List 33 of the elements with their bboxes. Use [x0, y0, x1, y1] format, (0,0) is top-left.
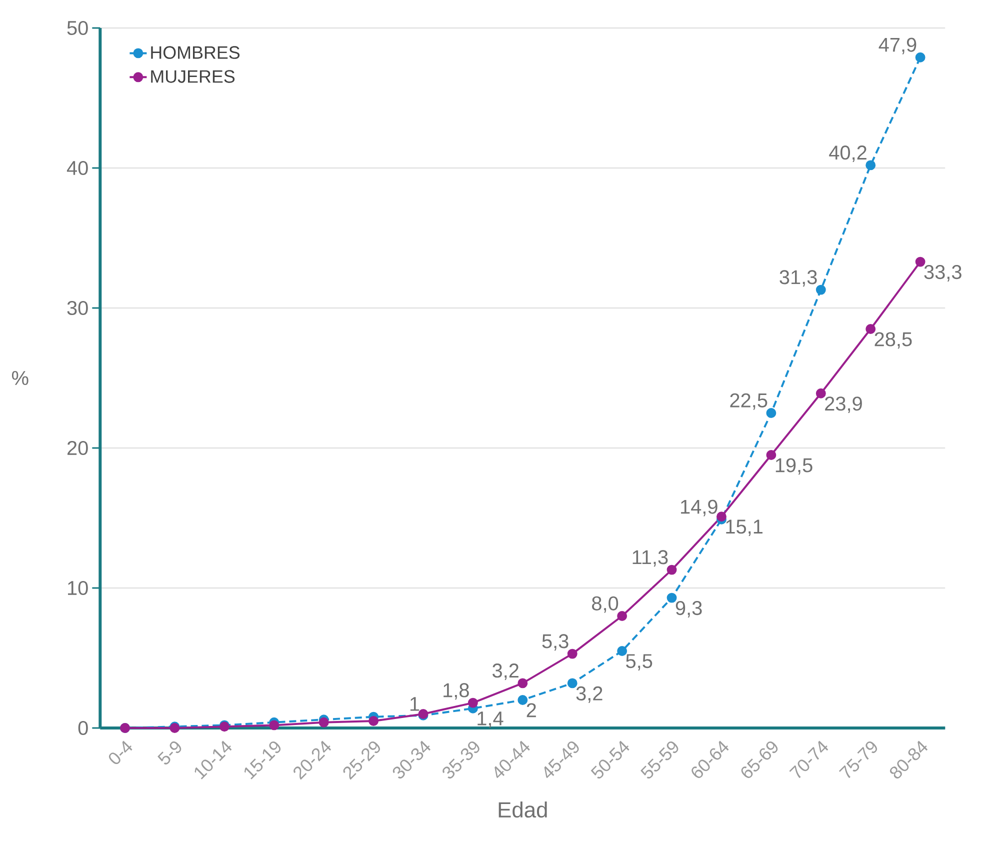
- data-label: 22,5: [730, 393, 768, 410]
- x-tick-label: 0-4: [108, 740, 132, 764]
- data-label: 2: [526, 703, 536, 718]
- y-tick-label: 30: [67, 300, 88, 316]
- y-tick-label: 10: [68, 580, 88, 596]
- data-label: 5,3: [542, 634, 568, 651]
- data-label: 19,5: [776, 458, 812, 475]
- data-label: 31,3: [780, 270, 817, 287]
- data-label: 15,1: [726, 520, 762, 536]
- legend-label: MUJERES: [151, 70, 235, 83]
- data-label: 9,3: [676, 600, 702, 618]
- legend-label: HOMBRES: [151, 46, 240, 59]
- x-axis-title: Edad: [498, 802, 547, 818]
- x-tick-label: 5-9: [158, 741, 182, 764]
- y-tick-label: 50: [67, 20, 88, 36]
- data-label: 40,2: [829, 146, 866, 162]
- y-tick-label: 0: [78, 720, 88, 736]
- data-label: 1,4: [478, 712, 504, 728]
- data-label: 47,9: [878, 38, 916, 54]
- data-label: 23,9: [825, 396, 862, 414]
- y-tick-label: 20: [67, 440, 88, 456]
- data-label: 11,3: [632, 550, 668, 567]
- data-label: 1,8: [444, 683, 469, 700]
- data-label: 28,5: [874, 332, 912, 349]
- y-axis-title: %: [12, 371, 28, 385]
- y-tick-label: 40: [66, 160, 88, 176]
- data-label: 3,2: [576, 686, 602, 703]
- data-label: 3,2: [492, 664, 518, 680]
- data-label: 1: [410, 697, 420, 711]
- data-label: 33,3: [924, 264, 962, 282]
- data-label: 14,9: [681, 500, 718, 516]
- data-label: 5,5: [626, 654, 652, 670]
- data-label: 8,0: [592, 596, 618, 613]
